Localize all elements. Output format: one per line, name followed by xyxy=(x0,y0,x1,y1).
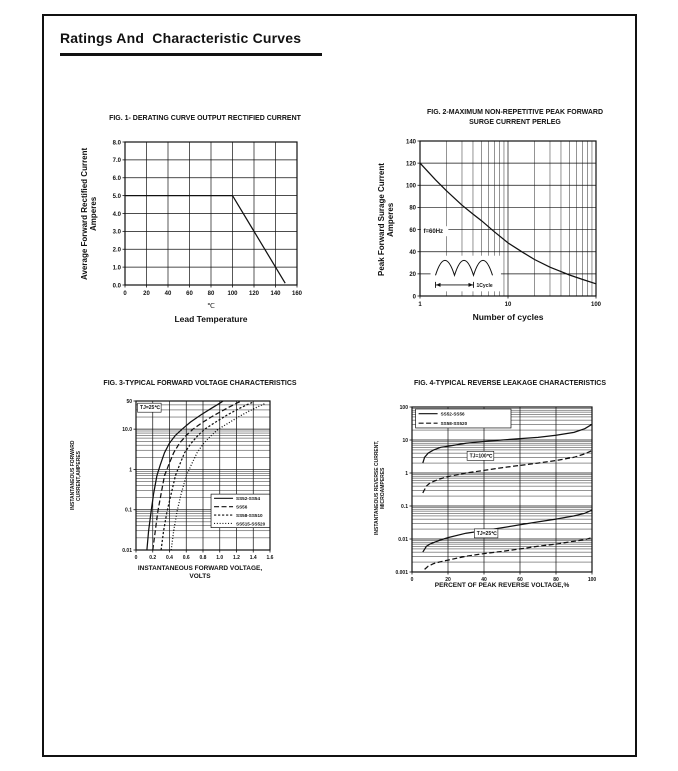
svg-text:0.1: 0.1 xyxy=(401,504,408,510)
title-underline xyxy=(60,53,322,56)
svg-text:120: 120 xyxy=(406,161,417,167)
figure-1-chart: 0 20 40 60 80 100 120 140 160 0.0 1.0 2.0 3.0 4.0 5.0 6… xyxy=(113,140,303,297)
svg-text:0.6: 0.6 xyxy=(183,555,190,561)
figure-3-chart: TJ=25℃ SS52-SS54 SS56 SS58-SS510 SS515-SS520… xyxy=(122,399,274,561)
svg-text:40: 40 xyxy=(165,291,172,297)
svg-text:100: 100 xyxy=(227,291,238,297)
svg-text:0: 0 xyxy=(411,577,414,583)
figure-1-title: FIG. 1- DERATING CURVE OUTPUT RECTIFIED … xyxy=(109,115,301,122)
svg-text:2.0: 2.0 xyxy=(113,248,122,254)
figure-1-y-axis-label-line1: Average Forward Rectified Current xyxy=(80,147,89,281)
svg-text:10: 10 xyxy=(505,302,512,308)
svg-text:100: 100 xyxy=(400,405,409,411)
svg-text:1: 1 xyxy=(418,302,422,308)
svg-text:1.6: 1.6 xyxy=(267,555,274,561)
figure-3-title: FIG. 3-TYPICAL FORWARD VOLTAGE CHARACTER… xyxy=(103,380,297,387)
svg-text:40: 40 xyxy=(409,250,416,256)
svg-text:SS52-SS56: SS52-SS56 xyxy=(441,412,465,417)
svg-text:60: 60 xyxy=(409,228,416,234)
svg-text:100: 100 xyxy=(591,302,602,308)
svg-text:SS58-SS520: SS58-SS520 xyxy=(441,421,468,426)
svg-text:0.2: 0.2 xyxy=(149,555,156,561)
page-title: Ratings And Characteristic Curves xyxy=(60,30,302,46)
svg-text:160: 160 xyxy=(292,291,303,297)
svg-text:TJ=25℃: TJ=25℃ xyxy=(140,404,160,411)
svg-text:120: 120 xyxy=(249,291,260,297)
figure-4-title: FIG. 4-TYPICAL REVERSE LEAKAGE CHARACTER… xyxy=(413,380,606,387)
svg-text:40: 40 xyxy=(481,577,487,583)
page-border xyxy=(42,14,637,757)
figure-2-title-line2: SURGE CURRENT PERLEG xyxy=(469,118,561,126)
figure-1-x-axis-label: Lead Temperature xyxy=(174,314,248,324)
svg-text:0: 0 xyxy=(135,555,138,561)
svg-text:0.01: 0.01 xyxy=(398,537,408,543)
svg-text:100: 100 xyxy=(588,577,597,583)
figure-2-y-axis-label-line1: Peak Forward Surage Current xyxy=(377,163,386,277)
svg-text:7.0: 7.0 xyxy=(113,158,122,164)
figure-3-x-axis-label-line2: VOLTS xyxy=(189,573,211,581)
svg-text:4.0: 4.0 xyxy=(113,212,122,218)
figure-2-title: FIG. 2-MAXIMUM NON-REPETITIVE PEAK FORWA… xyxy=(398,108,632,128)
svg-text:1.0: 1.0 xyxy=(216,555,223,561)
figure-3-y-axis-label: INSTANTANEOUS FORWARD CURRENT,AMPERES xyxy=(70,403,82,548)
svg-text:0.01: 0.01 xyxy=(122,548,132,554)
svg-text:20: 20 xyxy=(445,577,451,583)
svg-text:140: 140 xyxy=(270,291,281,297)
svg-text:10.0: 10.0 xyxy=(122,427,132,433)
svg-text:8.0: 8.0 xyxy=(113,140,122,146)
figure-2-chart: 1Cycle f=60Hz 1 10 100 0 20 40 60 80 100 120 140 xyxy=(406,139,602,308)
figure-4-chart: TJ=100℃ TJ=25℃ SS52-SS56 SS58-SS520 0 20 40 60 8… xyxy=(395,405,597,583)
figure-3-x-axis-label: INSTANTANEOUS FORWARD VOLTAGE, VOLTS xyxy=(105,565,295,582)
svg-text:SS56: SS56 xyxy=(236,504,248,509)
svg-text:f=60Hz: f=60Hz xyxy=(424,229,444,235)
figure-1-x-axis-unit: ℃ xyxy=(207,303,215,310)
svg-text:10: 10 xyxy=(402,438,408,444)
svg-text:SS515-SS520: SS515-SS520 xyxy=(236,521,266,526)
svg-text:140: 140 xyxy=(406,139,417,145)
figure-3-x-axis-label-line1: INSTANTANEOUS FORWARD VOLTAGE, xyxy=(137,565,263,572)
figure-2-title-line1: FIG. 2-MAXIMUM NON-REPETITIVE PEAK FORWA… xyxy=(426,109,604,116)
svg-text:1Cycle: 1Cycle xyxy=(477,283,493,289)
figure-2-x-axis-label: Number of cycles xyxy=(472,312,544,322)
svg-text:6.0: 6.0 xyxy=(113,176,122,182)
svg-text:TJ=100℃: TJ=100℃ xyxy=(470,452,493,459)
svg-text:20: 20 xyxy=(143,291,150,297)
svg-text:0.0: 0.0 xyxy=(113,283,122,289)
svg-text:80: 80 xyxy=(409,206,416,212)
svg-text:0: 0 xyxy=(413,294,417,300)
svg-text:80: 80 xyxy=(208,291,215,297)
figure-4-x-axis-label: PERCENT OF PEAK REVERSE VOLTAGE,% xyxy=(434,582,570,589)
svg-text:20: 20 xyxy=(409,272,416,278)
svg-text:60: 60 xyxy=(517,577,523,583)
svg-text:100: 100 xyxy=(406,184,417,190)
svg-text:1: 1 xyxy=(405,471,408,477)
svg-text:0.4: 0.4 xyxy=(166,555,173,561)
svg-text:1.2: 1.2 xyxy=(233,555,240,561)
svg-text:60: 60 xyxy=(186,291,193,297)
svg-text:1: 1 xyxy=(129,467,132,473)
svg-text:5.0: 5.0 xyxy=(113,194,122,200)
svg-text:3.0: 3.0 xyxy=(113,230,122,236)
svg-text:SS52-SS54: SS52-SS54 xyxy=(236,496,260,501)
svg-text:0: 0 xyxy=(123,291,127,297)
svg-text:1.4: 1.4 xyxy=(250,555,257,561)
svg-text:0.8: 0.8 xyxy=(200,555,207,561)
figure-1-y-axis-label: Average Forward Rectified Current Ampere… xyxy=(80,140,98,288)
svg-text:80: 80 xyxy=(553,577,559,583)
svg-text:0.001: 0.001 xyxy=(395,570,408,576)
svg-text:0.1: 0.1 xyxy=(125,508,132,514)
svg-text:TJ=25℃: TJ=25℃ xyxy=(477,530,497,537)
figure-3-y-axis-label-line2: CURRENT,AMPERES xyxy=(76,450,82,501)
svg-text:1.0: 1.0 xyxy=(113,265,122,271)
svg-text:SS58-SS510: SS58-SS510 xyxy=(236,513,263,518)
svg-text:50: 50 xyxy=(126,399,132,405)
